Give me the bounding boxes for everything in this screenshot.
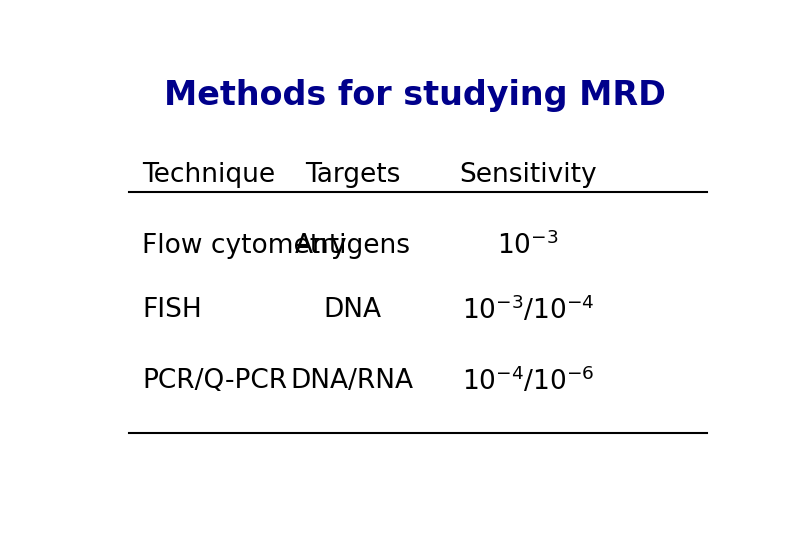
Text: $\mathdefault{10^{-3}/10^{-4}}$: $\mathdefault{10^{-3}/10^{-4}}$: [462, 295, 595, 326]
Text: FISH: FISH: [142, 297, 202, 323]
Text: PCR/Q-PCR: PCR/Q-PCR: [142, 368, 288, 394]
Text: DNA/RNA: DNA/RNA: [291, 368, 414, 394]
Text: Antigens: Antigens: [294, 233, 411, 259]
Text: Flow cytometry: Flow cytometry: [142, 233, 347, 259]
Text: $\mathdefault{10^{-3}}$: $\mathdefault{10^{-3}}$: [497, 232, 559, 260]
Text: Sensitivity: Sensitivity: [459, 162, 597, 188]
Text: Methods for studying MRD: Methods for studying MRD: [164, 79, 666, 112]
Text: Targets: Targets: [305, 162, 400, 188]
Text: DNA: DNA: [323, 297, 382, 323]
Text: Technique: Technique: [142, 162, 275, 188]
Text: $\mathdefault{10^{-4}/10^{-6}}$: $\mathdefault{10^{-4}/10^{-6}}$: [462, 366, 595, 396]
